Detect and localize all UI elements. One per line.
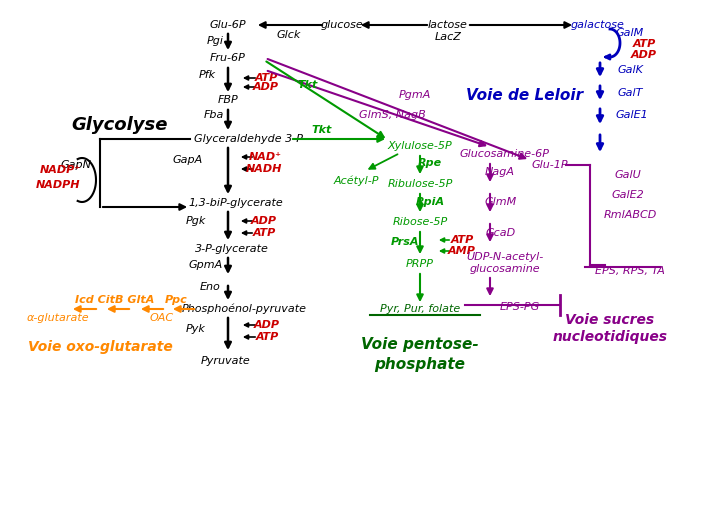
Text: Voie sucres: Voie sucres: [566, 313, 655, 327]
Text: Glyceraldehyde 3-P: Glyceraldehyde 3-P: [193, 134, 302, 144]
Text: NADPH: NADPH: [35, 180, 80, 190]
Text: lactose: lactose: [428, 20, 468, 30]
Text: NagA: NagA: [485, 167, 515, 177]
Text: Fba: Fba: [204, 110, 224, 120]
Text: Pyk: Pyk: [186, 324, 206, 334]
Text: ADP: ADP: [631, 50, 657, 60]
Text: Icd CitB GltA: Icd CitB GltA: [75, 295, 154, 305]
Text: AMP: AMP: [448, 246, 476, 256]
Text: Fru-6P: Fru-6P: [210, 53, 246, 63]
Text: Glucosamine-6P: Glucosamine-6P: [459, 149, 549, 159]
Text: EPS-PG: EPS-PG: [500, 302, 540, 312]
Text: ATP: ATP: [254, 73, 278, 83]
Text: GalE1: GalE1: [616, 110, 649, 120]
Text: Xylulose-5P: Xylulose-5P: [387, 141, 452, 151]
Text: FBP: FBP: [217, 95, 239, 105]
Text: GalM: GalM: [616, 28, 644, 38]
Text: ATP: ATP: [252, 228, 275, 238]
Text: Rpe: Rpe: [418, 158, 442, 168]
Text: RpiA: RpiA: [416, 197, 445, 207]
Text: Voie pentose-: Voie pentose-: [361, 337, 479, 352]
Text: NAD⁺: NAD⁺: [249, 152, 282, 162]
Text: ATP: ATP: [450, 235, 474, 245]
Text: α-glutarate: α-glutarate: [27, 313, 89, 323]
Text: glucosamine: glucosamine: [469, 264, 540, 274]
Text: GpmA: GpmA: [189, 260, 223, 270]
Text: Voie oxo-glutarate: Voie oxo-glutarate: [28, 340, 172, 354]
Text: Eno: Eno: [200, 282, 220, 292]
Text: OAC: OAC: [150, 313, 174, 323]
Text: Pfk: Pfk: [198, 70, 215, 80]
Text: Phosphoénol-pyruvate: Phosphoénol-pyruvate: [181, 304, 307, 314]
Text: Glu-1P: Glu-1P: [532, 160, 569, 170]
Text: nucleotidiques: nucleotidiques: [552, 330, 668, 344]
Text: Ribulose-5P: Ribulose-5P: [387, 179, 452, 189]
Text: Glck: Glck: [277, 30, 301, 40]
Text: Pgi: Pgi: [207, 36, 224, 46]
Text: phosphate: phosphate: [375, 357, 465, 372]
Text: Pgk: Pgk: [185, 216, 206, 226]
Text: GcaD: GcaD: [486, 228, 516, 238]
Text: galactose: galactose: [571, 20, 625, 30]
Text: LacZ: LacZ: [435, 32, 462, 42]
Text: Glu-6P: Glu-6P: [210, 20, 246, 30]
Text: Tkt: Tkt: [312, 125, 332, 135]
Text: GapN: GapN: [60, 160, 91, 170]
Text: PrsA: PrsA: [391, 237, 419, 247]
Text: GlmM: GlmM: [485, 197, 517, 207]
Text: EPS, RPS, TA: EPS, RPS, TA: [595, 266, 665, 276]
Text: Voie de Leloir: Voie de Leloir: [467, 88, 583, 102]
Text: Pyruvate: Pyruvate: [201, 356, 251, 366]
Text: ADP: ADP: [251, 216, 277, 226]
Text: RmlABCD: RmlABCD: [603, 210, 657, 220]
Text: ADP: ADP: [254, 320, 280, 330]
Text: 3-P-glycerate: 3-P-glycerate: [195, 244, 269, 254]
Text: glucose: glucose: [321, 20, 363, 30]
Text: UDP-N-acetyl-: UDP-N-acetyl-: [467, 252, 544, 262]
Text: GalU: GalU: [615, 170, 641, 180]
Text: GlmS, NagB: GlmS, NagB: [359, 110, 426, 120]
Text: GapA: GapA: [173, 155, 203, 165]
Text: PgmA: PgmA: [399, 90, 431, 100]
Text: 1,3-biP-glycerate: 1,3-biP-glycerate: [188, 198, 283, 208]
Text: Glycolyse: Glycolyse: [72, 116, 169, 134]
Text: Pyr, Pur, folate: Pyr, Pur, folate: [380, 304, 460, 314]
Text: Acétyl-P: Acétyl-P: [333, 176, 379, 186]
Text: ATP: ATP: [256, 332, 279, 342]
Text: NADP⁺: NADP⁺: [40, 165, 81, 175]
Text: NADH: NADH: [246, 164, 282, 174]
Text: Ribose-5P: Ribose-5P: [392, 217, 447, 227]
Text: PRPP: PRPP: [406, 259, 434, 269]
Text: GalK: GalK: [617, 65, 643, 75]
Text: ATP: ATP: [632, 39, 656, 49]
Text: ADP: ADP: [253, 82, 279, 92]
Text: Tkt: Tkt: [298, 80, 318, 90]
Text: GalE2: GalE2: [612, 190, 644, 200]
Text: Ppc: Ppc: [165, 295, 188, 305]
Text: GalT: GalT: [617, 88, 643, 98]
